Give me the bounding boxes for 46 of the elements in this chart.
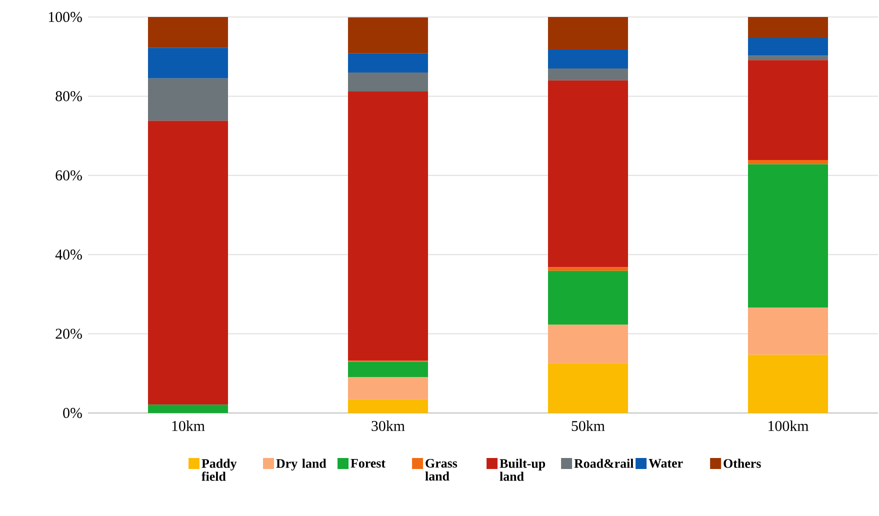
bar: [548, 80, 628, 268]
y-tick-label: 60%: [56, 170, 82, 180]
y-tick-label: 100%: [48, 12, 82, 22]
bar: [148, 78, 228, 121]
legend-label: Others: [724, 458, 761, 468]
bar: [548, 267, 628, 271]
bar: [348, 362, 428, 377]
legend-label: Grass land: [425, 458, 458, 481]
bar: [748, 164, 828, 308]
bar: [748, 308, 828, 355]
y-tick-label: 40%: [55, 250, 82, 260]
legend-label: Paddy field: [202, 458, 237, 481]
bar: [348, 72, 428, 92]
bar: [148, 404, 228, 413]
bar: [748, 38, 828, 56]
bar: [748, 16, 828, 38]
bar: [748, 160, 828, 164]
bar: [348, 376, 428, 400]
legend-label: Built-up land: [500, 458, 546, 481]
bar: [548, 270, 628, 325]
bar: [548, 324, 628, 364]
x-tick-label: 100km: [768, 420, 809, 432]
bar: [548, 16, 628, 50]
bar: [348, 399, 428, 413]
bar: [548, 49, 628, 68]
legend-label: Road&rail: [574, 458, 634, 468]
legend-label: Water: [648, 459, 683, 468]
legend-label: Forest: [350, 459, 386, 468]
x-tick-label: 10km: [172, 420, 205, 432]
x-tick-label: 30km: [372, 420, 405, 432]
y-tick-label: 0%: [63, 408, 82, 418]
legend-label: Dry land: [276, 458, 326, 471]
bar: [148, 48, 228, 78]
bar: [348, 91, 428, 361]
x-tick-label: 50km: [572, 420, 605, 432]
bar: [148, 120, 228, 405]
y-tick-label: 80%: [56, 91, 82, 102]
bar: [348, 53, 428, 72]
bar: [748, 60, 828, 160]
y-tick-label: 20%: [56, 328, 82, 339]
bar: [548, 68, 628, 80]
bar: [548, 363, 628, 413]
bar: [148, 16, 228, 48]
bar: [748, 56, 828, 60]
bar: [748, 354, 828, 413]
bar: [348, 17, 428, 54]
